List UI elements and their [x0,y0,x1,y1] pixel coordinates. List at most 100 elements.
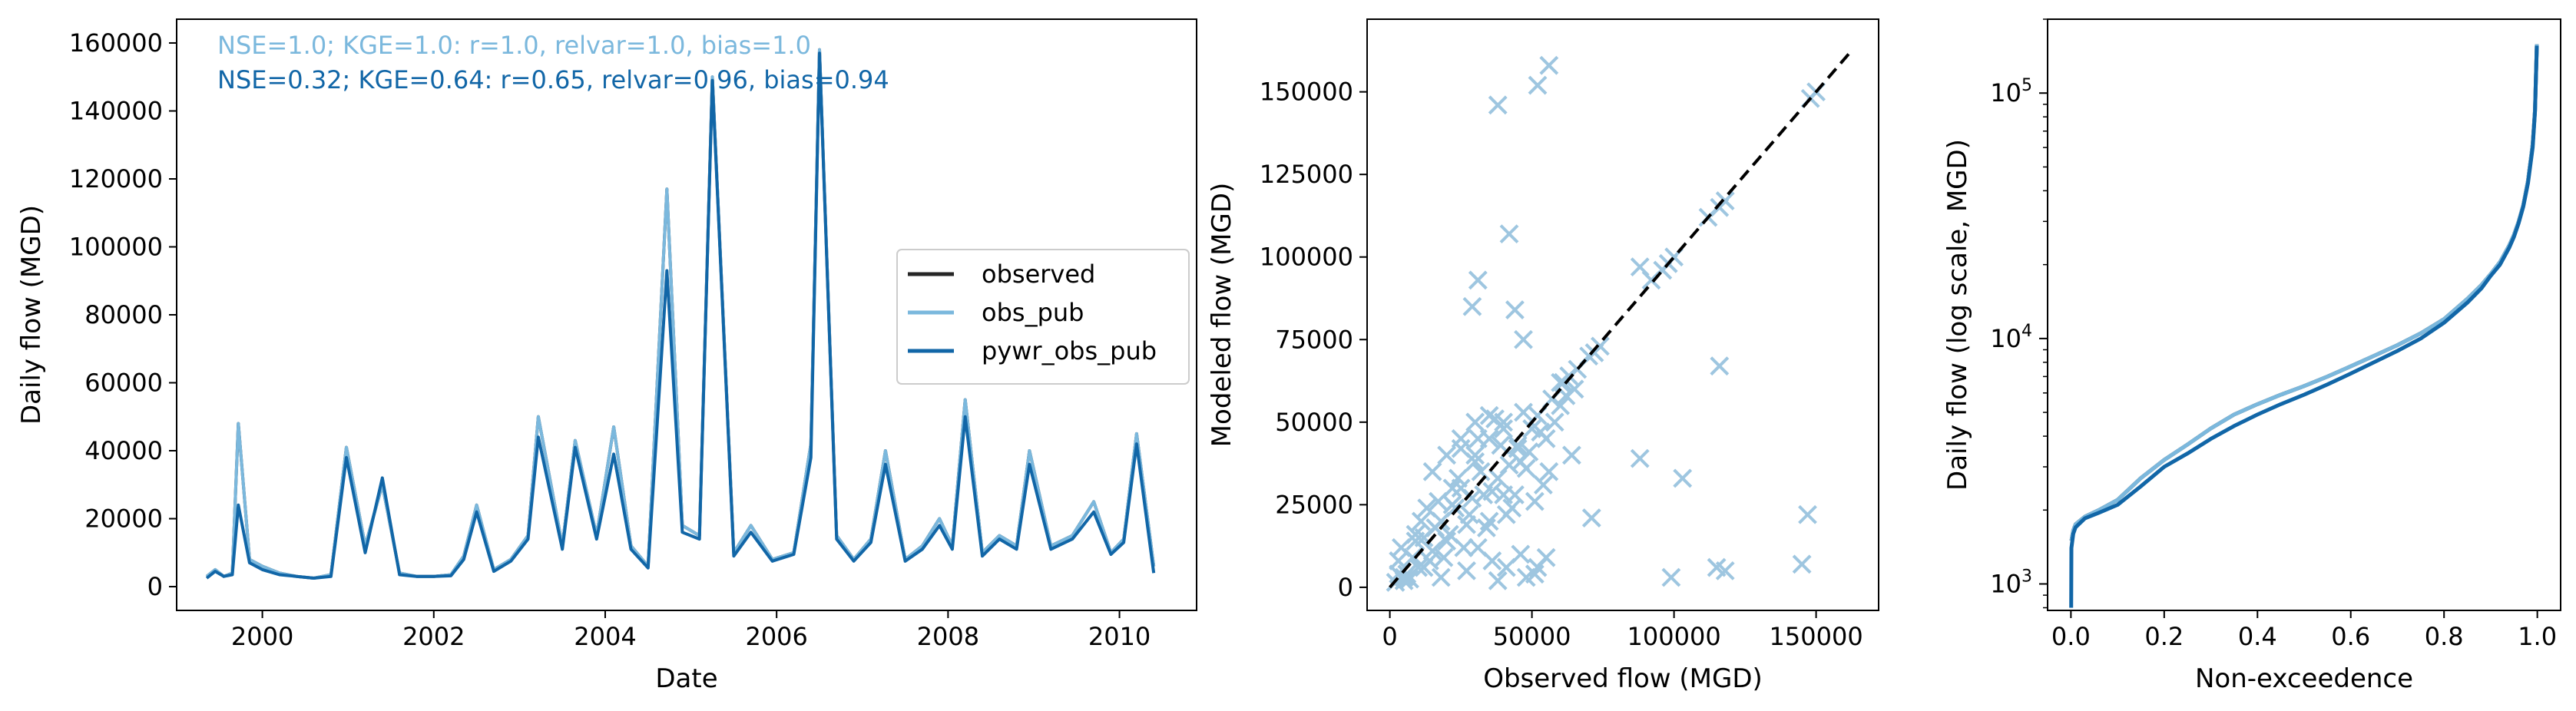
timeseries-y-tick-label: 80000 [84,300,163,329]
timeseries-x-tick-label: 2002 [402,622,465,651]
scatter-point-stroke [1448,468,1468,488]
scatter-point [1499,224,1519,244]
scatter-point-stroke [1673,468,1693,488]
scatter-point-stroke [1505,300,1525,319]
flow-duration-x-tick-label: 0.0 [2051,622,2091,651]
scatter-point-stroke [1471,461,1491,481]
scatter-point [1514,402,1533,422]
legend-label-obs-pub: obs_pub [982,298,1084,327]
scatter-y-tick-label: 100000 [1260,243,1353,272]
timeseries-x-tick-label: 2004 [574,622,636,651]
scatter-point [1499,455,1519,475]
timeseries-x-tick-label: 2006 [745,622,807,651]
scatter-point-stroke [1630,448,1650,468]
scatter-point-stroke [1525,491,1545,511]
scatter-point-stroke [1792,554,1812,574]
scatter-point-stroke [1494,412,1514,432]
timeseries-y-tick-label: 160000 [69,28,163,58]
scatter-point-stroke [1590,336,1610,356]
legend-box [896,249,1190,385]
timeseries-x-tick-label: 2008 [917,622,979,651]
scatter-point [1525,491,1545,511]
timeseries-y-axis-label: Daily flow (MGD) [16,205,47,425]
scatter-point [1465,412,1485,432]
scatter-point-stroke [1425,518,1445,537]
flow-duration-x-tick-label: 1.0 [2518,622,2557,651]
scatter-point [1539,55,1559,75]
scatter-point [1536,547,1556,567]
scatter-point [1531,422,1551,442]
legend-label-observed: observed [982,260,1095,289]
scatter-point-stroke [1710,356,1730,376]
scatter-point-stroke [1389,551,1409,570]
scatter-point-stroke [1661,567,1681,587]
scatter-point [1798,504,1817,524]
scatter-point [1528,75,1548,95]
scatter-point-stroke [1630,257,1650,277]
scatter-point-stroke [1431,567,1451,587]
scatter-point [1462,488,1482,508]
scatter-point [1505,300,1525,319]
metric-annotation-pywr-obs-pub: NSE=0.32; KGE=0.64: r=0.65, relvar=0.96,… [217,65,889,94]
scatter-point [1462,296,1482,316]
scatter-point-stroke [1514,402,1533,422]
flow-duration-y-tick-label: 104 [1990,322,2032,353]
scatter-point-stroke [1445,498,1465,518]
scatter-point-stroke [1514,329,1533,349]
flow-duration-panel: 103 104 105 0.0 0.2 0.4 0.6 0.8 1.0 Non-exceede… [1942,18,2561,694]
scatter-point-stroke [1439,524,1459,544]
scatter-point-stroke [1406,531,1425,551]
scatter-point-stroke [1496,504,1516,524]
scatter-point-stroke [1400,569,1419,589]
scatter-point-stroke [1394,567,1414,587]
scatter-point [1545,412,1564,432]
scatter-point [1494,418,1514,438]
scatter-point [1514,329,1533,349]
scatter-point-stroke [1499,455,1519,475]
timeseries-y-tick-label: 100000 [69,232,163,261]
scatter-point [1792,554,1812,574]
scatter-point-stroke [1468,537,1488,557]
scatter-point [1465,445,1485,465]
scatter-point [1533,475,1553,494]
scatter-point-stroke [1561,445,1581,465]
scatter-point [1465,452,1485,471]
scatter-point-stroke [1494,485,1514,504]
scatter-point [1422,461,1442,481]
scatter-point [1406,524,1425,544]
scatter-point [1581,508,1601,527]
scatter-point-stroke [1564,379,1584,399]
scatter-point [1425,518,1445,537]
timeseries-x-tick-label: 2000 [231,622,293,651]
scatter-point [1417,498,1437,518]
scatter-point [1590,336,1610,356]
scatter-point-stroke [1468,270,1488,290]
timeseries-axes-frame [176,18,1197,611]
scatter-point-stroke [1479,405,1499,425]
timeseries-y-tick-label: 40000 [84,436,163,465]
scatter-point [1442,478,1462,498]
fdc-line-observed [2069,44,2539,541]
scatter-point-stroke [1536,547,1556,567]
scatter-point-stroke [1488,95,1508,115]
scatter-point-stroke [1545,412,1564,432]
series-line-pywr-obs-pub [205,51,1156,580]
scatter-point-stroke [1419,551,1439,570]
scatter-point-stroke [1531,422,1551,442]
scatter-point-stroke [1528,75,1548,95]
scatter-point-stroke [1707,557,1727,577]
scatter-point-stroke [1465,445,1485,465]
fdc-line-obs-pub [2069,44,2539,541]
scatter-point-stroke [1465,412,1485,432]
scatter-point [1394,567,1414,587]
scatter-point-stroke [1519,442,1539,461]
scatter-point [1457,514,1476,534]
scatter-point [1406,531,1425,551]
scatter-point-stroke [1462,296,1482,316]
scatter-point-stroke [1437,445,1457,465]
scatter-point [1511,544,1531,564]
scatter-panel: 0 25000 50000 75000 100000 125000 150000 0 5000… [1207,18,1879,694]
scatter-point [1496,504,1516,524]
scatter-point [1673,468,1693,488]
timeseries-x-tick-label: 2010 [1088,622,1151,651]
